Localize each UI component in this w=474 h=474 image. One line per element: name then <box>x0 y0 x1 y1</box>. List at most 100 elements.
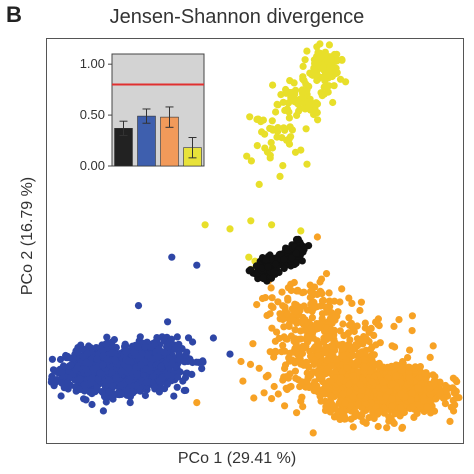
scatter-point-series-1 <box>367 324 375 332</box>
scatter-point-series-1 <box>268 324 276 332</box>
scatter-point-series-2 <box>226 225 234 233</box>
scatter-point-series-1 <box>347 415 355 423</box>
scatter-point-series-0 <box>138 350 146 358</box>
scatter-point-series-1 <box>276 310 284 318</box>
scatter-point-series-1 <box>441 381 450 390</box>
scatter-point-series-0 <box>147 343 155 351</box>
scatter-point-series-1 <box>308 290 316 298</box>
scatter-point-series-0 <box>82 396 90 404</box>
scatter-point-series-1 <box>346 402 354 410</box>
scatter-point-series-1 <box>329 401 337 409</box>
scatter-point-series-2 <box>329 98 337 107</box>
scatter-point-series-2 <box>272 108 280 116</box>
scatter-point-series-0 <box>181 358 189 366</box>
scatter-point-series-0 <box>103 333 111 341</box>
scatter-point-series-1 <box>388 402 396 410</box>
scatter-point-series-1 <box>313 233 321 241</box>
scatter-point-series-1 <box>268 395 276 403</box>
scatter-point-series-2 <box>279 98 287 106</box>
scatter-point-series-1 <box>316 319 324 328</box>
scatter-point-series-1 <box>341 415 349 423</box>
scatter-point-series-1 <box>305 383 313 392</box>
scatter-point-series-0 <box>134 302 143 310</box>
scatter-point-series-2 <box>243 152 251 160</box>
scatter-point-series-2 <box>273 133 281 141</box>
inset-y-tick-label: 0.50 <box>80 107 105 122</box>
scatter-point-series-1 <box>270 382 278 391</box>
scatter-point-series-1 <box>287 332 295 340</box>
scatter-point-series-1 <box>338 285 346 293</box>
scatter-point-series-1 <box>255 364 263 372</box>
inset-y-tick-label: 0.00 <box>80 158 105 172</box>
scatter-point-series-1 <box>322 403 330 411</box>
scatter-point-series-0 <box>149 372 157 380</box>
scatter-point-series-1 <box>358 410 366 418</box>
scatter-point-series-1 <box>278 288 286 296</box>
scatter-point-series-2 <box>255 180 263 188</box>
scatter-point-series-1 <box>345 380 353 389</box>
scatter-point-series-0 <box>193 261 201 269</box>
scatter-point-series-2 <box>291 90 299 98</box>
scatter-point-series-0 <box>93 355 101 363</box>
scatter-point-series-2 <box>286 77 294 85</box>
scatter-point-series-2 <box>301 56 309 64</box>
scatter-point-series-1 <box>360 363 369 371</box>
scatter-point-series-1 <box>352 410 360 418</box>
scatter-point-series-1 <box>388 395 396 403</box>
scatter-point-series-1 <box>310 356 319 364</box>
scatter-point-series-2 <box>303 160 311 168</box>
scatter-point-series-2 <box>305 103 313 111</box>
scatter-point-series-2 <box>288 126 296 134</box>
scatter-point-series-0 <box>180 386 188 395</box>
scatter-point-series-1 <box>325 297 334 305</box>
scatter-point-series-1 <box>291 300 299 308</box>
scatter-point-series-0 <box>53 376 61 384</box>
scatter-point-series-0 <box>67 361 75 369</box>
scatter-point-series-2 <box>276 172 284 180</box>
scatter-point-series-2 <box>274 127 282 136</box>
scatter-point-series-1 <box>332 355 340 363</box>
scatter-point-series-1 <box>278 348 286 356</box>
scatter-point-series-1 <box>308 314 316 322</box>
scatter-point-series-1 <box>279 315 287 324</box>
scatter-point-series-2 <box>246 113 254 121</box>
scatter-point-series-1 <box>368 352 376 360</box>
scatter-point-series-0 <box>144 351 152 359</box>
scatter-point-series-1 <box>288 356 296 364</box>
scatter-point-series-1 <box>352 341 360 349</box>
scatter-point-series-1 <box>436 389 444 397</box>
scatter-point-series-1 <box>321 349 329 357</box>
scatter-point-series-1 <box>449 384 457 392</box>
scatter-point-series-0 <box>56 355 65 364</box>
scatter-point-series-0 <box>172 344 180 352</box>
scatter-point-series-2 <box>325 41 333 49</box>
scatter-point-series-1 <box>262 373 270 381</box>
scatter-point-series-1 <box>359 417 367 426</box>
scatter-point-series-2 <box>317 89 325 97</box>
scatter-point-series-0 <box>105 376 113 384</box>
scatter-point-series-1 <box>268 294 276 302</box>
scatter-point-series-2 <box>295 107 303 115</box>
scatter-point-series-1 <box>261 294 269 302</box>
scatter-point-series-2 <box>333 50 341 58</box>
scatter-point-series-1 <box>398 366 406 374</box>
scatter-point-series-0 <box>80 381 89 389</box>
scatter-point-series-1 <box>327 377 335 385</box>
scatter-point-series-1 <box>348 299 356 307</box>
scatter-point-series-1 <box>356 381 364 389</box>
scatter-point-series-0 <box>181 374 190 382</box>
scatter-point-series-0 <box>168 253 176 261</box>
scatter-point-series-1 <box>314 366 322 374</box>
scatter-point-series-1 <box>349 423 357 431</box>
panel-letter: B <box>6 2 22 27</box>
scatter-point-series-2 <box>321 77 329 85</box>
scatter-point-series-1 <box>239 377 247 385</box>
scatter-point-series-0 <box>174 373 182 381</box>
scatter-point-series-3 <box>292 249 300 257</box>
scatter-point-series-0 <box>96 369 104 377</box>
scatter-point-series-2 <box>247 157 255 165</box>
scatter-point-series-0 <box>48 355 56 363</box>
scatter-point-series-1 <box>365 414 373 422</box>
chart-title: Jensen-Shannon divergence <box>109 6 365 28</box>
scatter-point-series-1 <box>414 384 422 392</box>
